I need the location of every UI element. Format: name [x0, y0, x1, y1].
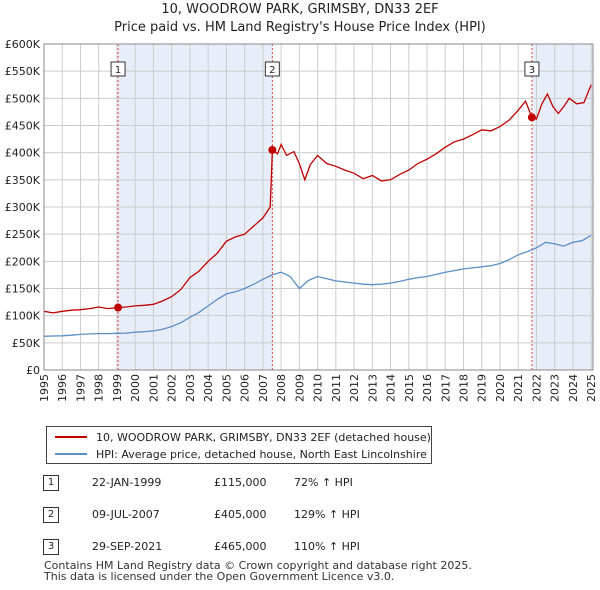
- x-tick-label: 2005: [220, 374, 233, 402]
- y-tick-label: £50K: [12, 337, 41, 350]
- x-tick-label: 2009: [293, 374, 306, 402]
- x-tick-label: 2025: [585, 374, 598, 402]
- x-tick-label: 2010: [312, 374, 325, 402]
- x-tick-label: 2013: [366, 374, 379, 402]
- x-tick-label: 2017: [439, 374, 452, 402]
- price-chart: £0 £50K £100K £150K £200K £250K £300K £350K £400…: [5, 38, 598, 402]
- x-tick-label: 2024: [567, 374, 580, 402]
- sale-hpi-change: 72% ↑ HPI: [294, 476, 353, 489]
- legend-label-hpi: HPI: Average price, detached house, Nort…: [96, 447, 427, 461]
- footer-line-2: This data is licensed under the Open Gov…: [44, 570, 395, 583]
- legend-label-property: 10, WOODROW PARK, GRIMSBY, DN33 2EF (det…: [96, 430, 431, 444]
- footer-attribution: Contains HM Land Registry data © Crown c…: [44, 560, 472, 582]
- sale-price: £115,000: [214, 476, 267, 489]
- x-tick-label: 2023: [549, 374, 562, 402]
- x-tick-label: 2021: [512, 374, 525, 402]
- x-tick-label: 2000: [129, 374, 142, 402]
- legend-swatch-hpi: [55, 453, 87, 455]
- chart-subtitle: Price paid vs. HM Land Registry's House …: [114, 20, 486, 35]
- x-tick-label: 2019: [476, 374, 489, 402]
- sale-label-box: [264, 61, 280, 77]
- x-tick-label: 2015: [403, 374, 416, 402]
- sale-label: 3: [529, 65, 535, 76]
- x-tick-label: 2012: [348, 374, 361, 402]
- sale-badge: 1: [43, 475, 59, 491]
- y-tick-label: £0: [26, 364, 40, 377]
- legend-item-property: 10, WOODROW PARK, GRIMSBY, DN33 2EF (det…: [55, 429, 431, 445]
- sale-date: 29-SEP-2021: [92, 540, 163, 553]
- x-tick-label: 2006: [239, 374, 252, 402]
- y-tick-label: £600K: [5, 38, 41, 51]
- hpi-line: [43, 234, 592, 337]
- sale-point: [527, 113, 536, 122]
- x-tick-label: 2018: [458, 374, 471, 402]
- y-tick-label: £500K: [5, 92, 41, 105]
- y-tick-label: £150K: [5, 283, 41, 296]
- x-tick-label: 1998: [93, 374, 106, 402]
- sale-date: 09-JUL-2007: [92, 508, 160, 521]
- chart-legend: 10, WOODROW PARK, GRIMSBY, DN33 2EF (det…: [46, 426, 432, 464]
- sale-point: [268, 145, 277, 154]
- x-tick-label: 2016: [421, 374, 434, 402]
- y-tick-label: £350K: [5, 174, 41, 187]
- plot-frame: [43, 43, 594, 371]
- y-tick-label: £400K: [5, 147, 41, 160]
- sale-hpi-change: 129% ↑ HPI: [294, 508, 360, 521]
- sale-price: £405,000: [214, 508, 267, 521]
- x-tick-label: 1999: [111, 374, 124, 402]
- sale-point: [114, 303, 123, 312]
- x-tick-label: 2022: [530, 374, 543, 402]
- x-tick-label: 2003: [184, 374, 197, 402]
- sale-hpi-change: 110% ↑ HPI: [294, 540, 360, 553]
- sale-price: £465,000: [214, 540, 267, 553]
- x-tick-label: 2001: [147, 374, 160, 402]
- x-tick-label: 2020: [494, 374, 507, 402]
- x-tick-label: 2007: [257, 374, 270, 402]
- x-tick-label: 1995: [38, 374, 51, 402]
- table-row: 3 29-SEP-2021 £465,000 110% ↑ HPI: [0, 538, 600, 558]
- x-tick-label: 1997: [74, 374, 87, 402]
- legend-swatch-property: [55, 436, 87, 438]
- table-row: 2 09-JUL-2007 £405,000 129% ↑ HPI: [0, 506, 600, 526]
- x-tick-label: 2008: [275, 374, 288, 402]
- y-tick-label: £450K: [5, 120, 41, 133]
- property-price-line: [43, 84, 592, 314]
- footer-line-1: Contains HM Land Registry data © Crown c…: [44, 559, 472, 572]
- sale-label: 1: [115, 65, 121, 76]
- x-tick-label: 2002: [166, 374, 179, 402]
- sale-label-box: [524, 61, 540, 77]
- y-tick-label: £200K: [5, 255, 41, 268]
- x-tick-label: 2004: [202, 374, 215, 402]
- sale-label: 2: [269, 65, 275, 76]
- y-tick-label: £100K: [5, 310, 41, 323]
- y-tick-label: £300K: [5, 201, 41, 214]
- legend-item-hpi: HPI: Average price, detached house, Nort…: [55, 446, 427, 462]
- sale-badge: 3: [43, 539, 59, 555]
- x-tick-label: 2014: [385, 374, 398, 402]
- x-tick-label: 2011: [330, 374, 343, 402]
- y-tick-label: £550K: [5, 65, 41, 78]
- sale-label-box: [110, 61, 126, 77]
- x-tick-label: 1996: [56, 374, 69, 402]
- table-row: 1 22-JAN-1999 £115,000 72% ↑ HPI: [0, 474, 600, 494]
- y-tick-label: £250K: [5, 228, 41, 241]
- sale-badge: 2: [43, 507, 59, 523]
- chart-title: 10, WOODROW PARK, GRIMSBY, DN33 2EF: [161, 2, 439, 17]
- sale-date: 22-JAN-1999: [92, 476, 162, 489]
